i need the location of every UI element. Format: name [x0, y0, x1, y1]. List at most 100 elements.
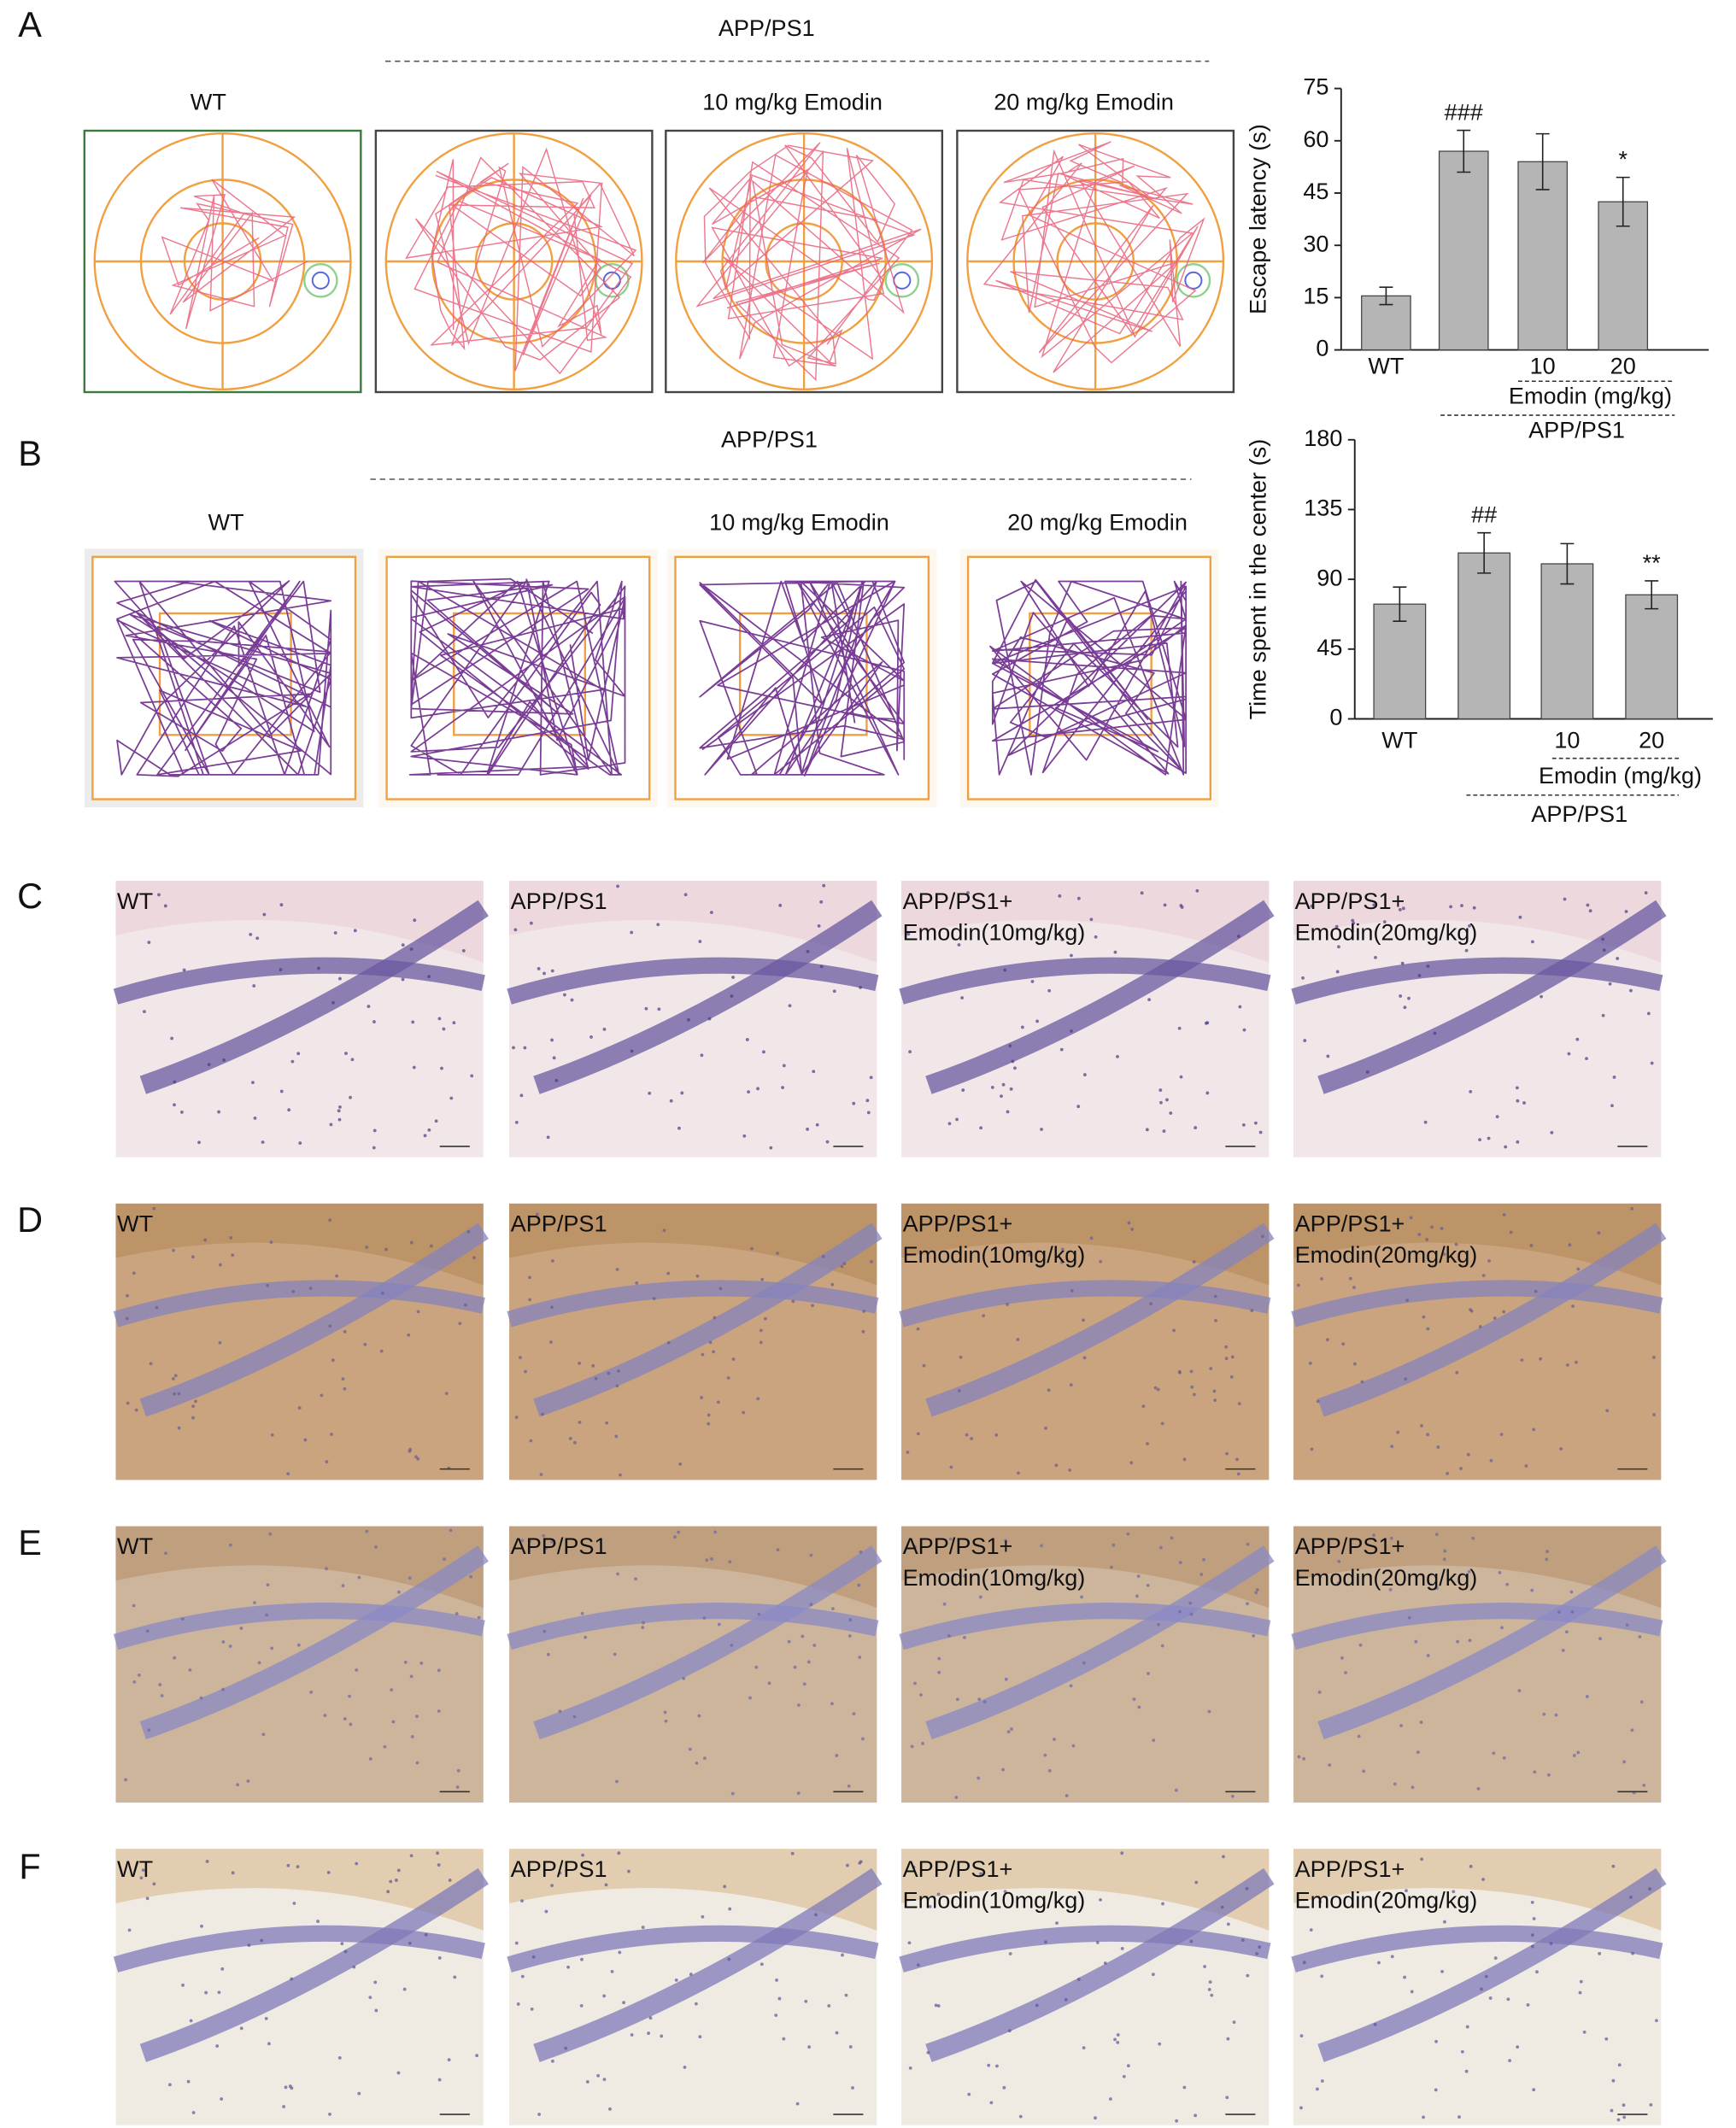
cell-nucleus [231, 1253, 235, 1257]
cell-nucleus [215, 2044, 220, 2048]
micrograph-label: Emodin(10mg/kg) [903, 918, 1086, 945]
cell-nucleus [775, 1979, 778, 1982]
cell-nucleus [1230, 1794, 1235, 1798]
cell-nucleus [759, 1328, 763, 1333]
cell-nucleus [616, 884, 619, 888]
cell-nucleus [809, 1553, 813, 1557]
cell-nucleus [1129, 1461, 1134, 1465]
cell-nucleus [514, 1416, 519, 1419]
cell-nucleus [1060, 1247, 1064, 1252]
cell-nucleus [455, 1785, 460, 1789]
cell-nucleus [228, 1543, 232, 1547]
cell-nucleus [1141, 1404, 1146, 1409]
cell-nucleus [607, 1371, 611, 1375]
cell-nucleus [1116, 1054, 1119, 1058]
cell-nucleus [329, 1123, 333, 1127]
cell-nucleus [1565, 1363, 1569, 1367]
cell-nucleus [1468, 1639, 1472, 1643]
cell-nucleus [1158, 1088, 1163, 1093]
cell-layer [925, 1222, 1275, 1417]
cell-nucleus [1480, 1987, 1483, 1991]
cell-nucleus [126, 1401, 130, 1405]
cell-nucleus [908, 2066, 912, 2070]
cell-nucleus [987, 2063, 991, 2067]
cell-nucleus [416, 1457, 420, 1461]
cell-nucleus [1506, 1997, 1510, 2002]
cell-nucleus [326, 1870, 331, 1874]
cell-nucleus [1563, 897, 1567, 901]
cell-nucleus [270, 1433, 274, 1437]
cell-layer [533, 1222, 883, 1417]
cell-nucleus [989, 2101, 994, 2105]
bar [1373, 603, 1427, 720]
cell-nucleus [1099, 1259, 1103, 1263]
cell-nucleus [1579, 1979, 1583, 1984]
cell-nucleus [793, 1665, 797, 1669]
cell-nucleus [437, 1863, 441, 1867]
cell-nucleus [416, 1310, 420, 1314]
cell-nucleus [374, 1545, 378, 1549]
y-tick-label: 90 [1317, 564, 1342, 590]
cell-nucleus [906, 932, 911, 936]
micrograph-label: APP/PS1 [511, 1533, 607, 1559]
cell-nucleus [910, 1744, 914, 1749]
cell-nucleus [1471, 1536, 1475, 1540]
cell-layer [507, 1603, 879, 1650]
swim-path [695, 142, 922, 382]
cell-nucleus [614, 1434, 619, 1439]
cell-nucleus [267, 2042, 271, 2046]
cell-nucleus [1203, 1965, 1207, 1968]
cell-nucleus [383, 1744, 387, 1749]
cell-nucleus [167, 2083, 172, 2087]
cell-nucleus [566, 1965, 570, 1969]
group-title: APP/PS1 [721, 426, 818, 453]
cell-nucleus [1099, 1897, 1102, 1902]
cell-nucleus [1245, 1886, 1249, 1891]
cell-nucleus [1446, 1471, 1450, 1475]
cell-nucleus [1047, 1388, 1051, 1392]
cell-nucleus [1054, 1463, 1059, 1468]
cell-nucleus [1650, 1061, 1654, 1065]
cell-nucleus [1080, 1595, 1083, 1599]
cell-nucleus [316, 1920, 320, 1923]
cell-nucleus [1175, 2119, 1179, 2123]
cell-nucleus [186, 2079, 191, 2084]
cell-nucleus [554, 1078, 559, 1082]
cell-nucleus [688, 1747, 692, 1751]
cell-nucleus [978, 1595, 982, 1599]
open-field-title: WT [208, 509, 244, 536]
cell-nucleus [434, 1119, 438, 1123]
tissue-region [115, 881, 484, 963]
cell-nucleus [1178, 1609, 1182, 1614]
cell-nucleus [708, 1340, 713, 1345]
cell-nucleus [1070, 953, 1073, 958]
micrograph-label: Emodin(20mg/kg) [1295, 1887, 1478, 1914]
cell-nucleus [343, 1386, 347, 1391]
cell-nucleus [1454, 1242, 1458, 1246]
cell-nucleus [368, 1757, 372, 1761]
cell-nucleus [181, 1983, 185, 1987]
cell-nucleus [859, 1550, 863, 1554]
cell-nucleus [1517, 1689, 1522, 1693]
cell-nucleus [866, 1111, 871, 1115]
cell-nucleus [677, 1530, 681, 1534]
micrograph-label: Emodin(10mg/kg) [903, 1241, 1086, 1268]
cell-layer [899, 1925, 1271, 1973]
cell-nucleus [1004, 1677, 1008, 1681]
cell-nucleus [695, 1761, 699, 1765]
cell-nucleus [514, 1941, 519, 1945]
cell-nucleus [1246, 1602, 1249, 1606]
group-label: Emodin (mg/kg) [1539, 762, 1702, 788]
cell-nucleus [1357, 1734, 1361, 1738]
cell-nucleus [1028, 1253, 1032, 1257]
cell-nucleus [1365, 1070, 1369, 1074]
cell-nucleus [255, 936, 260, 941]
cell-nucleus [1434, 2088, 1438, 2092]
cell-nucleus [268, 1532, 273, 1536]
cell-nucleus [1467, 1569, 1471, 1574]
significance-label: ## [1471, 501, 1497, 528]
open-field-title: 20 mg/kg Emodin [1007, 509, 1188, 536]
cell-nucleus [1190, 1385, 1194, 1389]
cell-layer [113, 1280, 485, 1328]
cell-nucleus [926, 2050, 930, 2055]
